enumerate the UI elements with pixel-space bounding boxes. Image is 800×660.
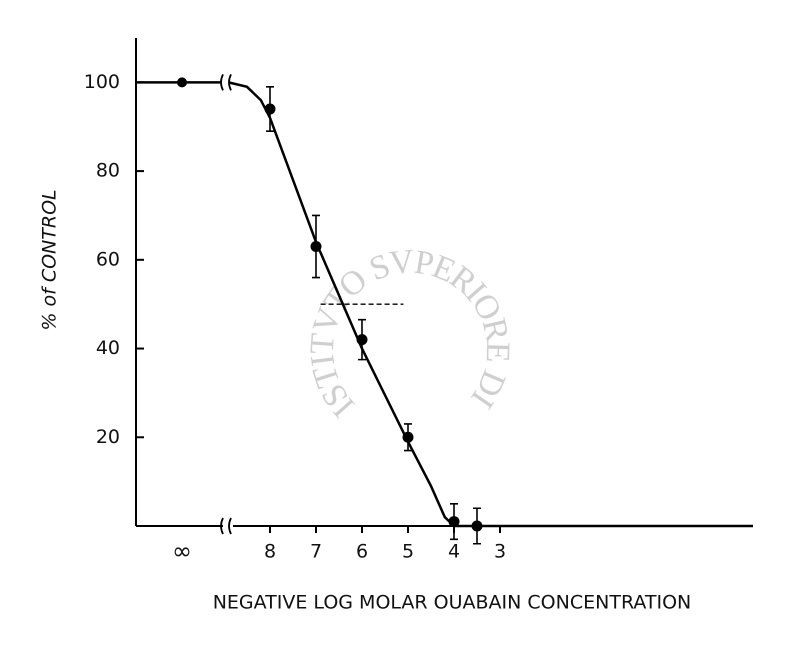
x-tick-label: ∞ [172,537,192,565]
y-tick-label: 100 [84,71,120,93]
axis-break [220,73,224,91]
y-tick-label: 80 [96,160,120,182]
data-point [310,241,322,253]
data-point [356,334,368,346]
axis-break [220,517,224,535]
data-point [448,516,460,528]
y-tick-label: 20 [96,426,120,448]
data-point [177,77,187,88]
x-tick-label: 3 [494,541,506,563]
x-tick-label: 6 [356,541,368,563]
axis-break-gap [223,74,233,91]
watermark-text: ISTITVTO SVPERIORE DI SANITA [0,0,516,424]
x-tick-label: 8 [264,541,276,563]
axis-break [228,517,232,535]
y-tick-label: 60 [96,248,120,270]
x-axis-label: NEGATIVE LOG MOLAR OUABAIN CONCENTRATION [213,592,692,614]
x-tick-label: 7 [310,541,322,563]
data-point [264,103,276,115]
x-tick-label: 5 [402,541,414,563]
watermark: ISTITVTO SVPERIORE DI SANITA [0,0,516,424]
y-tick-label: 40 [96,337,120,359]
data-point [471,520,483,532]
axis-break-gap [223,518,233,534]
y-axis-label: % of CONTROL [39,189,61,330]
x-tick-label: 4 [448,541,460,563]
data-point [402,431,414,443]
